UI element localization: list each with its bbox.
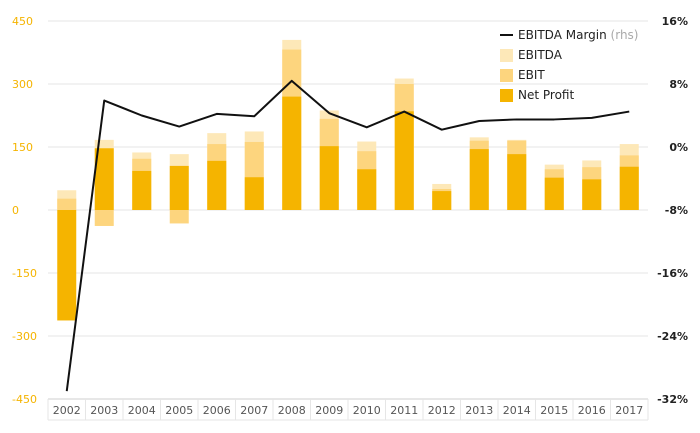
bar-net-profit	[619, 166, 639, 210]
x-tick-label: 2004	[128, 404, 156, 417]
y-right-tick-label: -32%	[657, 393, 688, 406]
x-tick-label: 2012	[428, 404, 456, 417]
legend-label: EBIT	[518, 68, 545, 82]
bar-net-profit	[319, 146, 339, 210]
bar-net-profit	[357, 169, 377, 210]
x-tick-label: 2017	[615, 404, 643, 417]
y-left-tick-label: -300	[12, 330, 37, 343]
bar-net-profit	[469, 149, 489, 210]
x-tick-label: 2006	[203, 404, 231, 417]
bar-net-profit	[169, 165, 189, 210]
x-tick-label: 2011	[390, 404, 418, 417]
x-tick-label: 2014	[503, 404, 531, 417]
y-right-tick-label: 16%	[662, 15, 688, 28]
line-ebitda-margin	[65, 79, 630, 392]
y-left-tick-label: -150	[12, 267, 37, 280]
x-tick-label: 2002	[53, 404, 81, 417]
bar-net-profit	[132, 170, 152, 210]
bar-ebit	[169, 210, 189, 224]
legend-label: EBITDA Margin (rhs)	[518, 28, 639, 42]
bar-net-profit	[507, 154, 527, 210]
x-tick-label: 2007	[240, 404, 268, 417]
bar-net-profit	[57, 210, 77, 321]
y-right-tick-label: -24%	[657, 330, 688, 343]
y-left-tick-label: 300	[12, 78, 33, 91]
bar-net-profit	[432, 191, 452, 210]
bar-net-profit	[94, 148, 114, 210]
bar-net-profit	[244, 177, 264, 210]
bar-ebit	[94, 210, 114, 226]
y-right-tick-label: 8%	[669, 78, 688, 91]
x-tick-label: 2016	[578, 404, 606, 417]
bar-ebit	[57, 198, 77, 210]
x-tick-label: 2009	[315, 404, 343, 417]
y-left-tick-label: 150	[12, 141, 33, 154]
bar-net-profit	[544, 177, 564, 210]
x-tick-label: 2015	[540, 404, 568, 417]
legend-box-swatch	[500, 49, 513, 62]
x-tick-label: 2008	[278, 404, 306, 417]
legend-box-swatch	[500, 89, 513, 102]
y-right-tick-label: -8%	[665, 204, 688, 217]
x-tick-label: 2003	[90, 404, 118, 417]
y-left-tick-label: -450	[12, 393, 37, 406]
bar-net-profit	[207, 160, 227, 210]
y-right-tick-label: 0%	[669, 141, 688, 154]
legend-note: (rhs)	[607, 28, 639, 42]
bar-net-profit	[582, 179, 602, 210]
x-tick-label: 2005	[165, 404, 193, 417]
bar-net-profit	[394, 111, 414, 210]
legend-label: EBITDA	[518, 48, 563, 62]
y-left-tick-label: 0	[12, 204, 19, 217]
y-left-tick-label: 450	[12, 15, 33, 28]
legend-label: Net Profit	[518, 88, 574, 102]
bar-net-profit	[282, 96, 302, 210]
y-right-tick-label: -16%	[657, 267, 688, 280]
legend-box-swatch	[500, 69, 513, 82]
x-tick-label: 2013	[465, 404, 493, 417]
x-tick-label: 2010	[353, 404, 381, 417]
